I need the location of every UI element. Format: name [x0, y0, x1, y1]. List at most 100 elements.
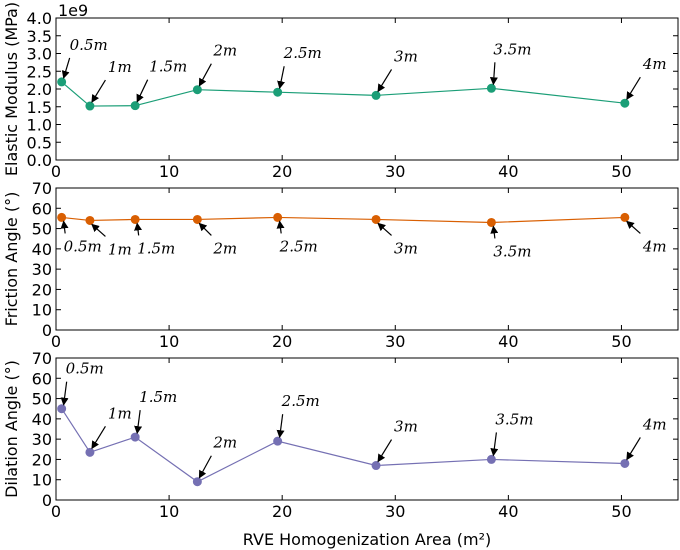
- y-tick-label: 1.0: [27, 116, 52, 135]
- x-tick-label: 30: [385, 162, 405, 181]
- y-tick-label: 30: [32, 260, 52, 279]
- data-point: [192, 477, 202, 487]
- annotation-arrow: [198, 63, 212, 87]
- x-tick-label: 10: [159, 502, 179, 521]
- annotation-label: 1m: [108, 240, 132, 258]
- x-tick-label: 0: [51, 502, 61, 521]
- series-line: [61, 408, 625, 483]
- annotation-label: 1m: [108, 404, 132, 422]
- annotation-label: 0.5m: [66, 360, 104, 378]
- plot-frame: [55, 17, 679, 161]
- y-tick-label: 30: [32, 430, 52, 449]
- data-point: [371, 461, 381, 471]
- y-tick-label: 40: [32, 410, 52, 429]
- x-tick-label: 10: [159, 332, 179, 351]
- annotation-label: 1m: [108, 58, 132, 76]
- annotation-label: 1.5m: [139, 388, 177, 406]
- annotation-label: 3.5m: [493, 40, 531, 58]
- annotation-arrow: [91, 223, 106, 237]
- annotation-arrow: [626, 220, 641, 234]
- y-tick-label: 2.0: [27, 80, 52, 99]
- y-tick-label: 50: [32, 390, 52, 409]
- data-point: [371, 90, 381, 100]
- annotation-label: 4m: [642, 415, 667, 433]
- x-tick-label: 40: [498, 162, 518, 181]
- y-tick-label: 3.0: [27, 45, 52, 64]
- data-point: [192, 85, 202, 95]
- y-tick-label: 10: [32, 301, 52, 320]
- annotation-label: 3m: [394, 47, 418, 65]
- x-tick-label: 50: [611, 332, 631, 351]
- annotation-label: 3m: [394, 418, 418, 436]
- y-tick-label: 50: [32, 220, 52, 239]
- annotation-arrow: [60, 220, 69, 234]
- x-tick-label: 40: [498, 332, 518, 351]
- y-tick-label: 60: [32, 199, 52, 218]
- annotation-arrow: [61, 57, 71, 79]
- data-point: [486, 83, 496, 93]
- annotation-label: 1.5m: [149, 58, 187, 76]
- annotation-arrow: [377, 69, 393, 93]
- annotation-arrow: [489, 62, 498, 86]
- annotation-label: 2m: [212, 42, 237, 60]
- data-point: [130, 432, 140, 442]
- annotation-label: 2.5m: [281, 392, 320, 410]
- x-tick-label: 0: [51, 162, 61, 181]
- data-point: [273, 436, 283, 446]
- data-point: [57, 404, 67, 414]
- y-tick-label: 0.5: [27, 133, 52, 152]
- data-point: [620, 212, 630, 222]
- series-line: [61, 81, 625, 107]
- series-line: [61, 216, 625, 224]
- x-tick-label: 10: [159, 162, 179, 181]
- data-point: [273, 87, 283, 97]
- y-tick-label: 0.0: [27, 151, 52, 170]
- y-tick-label: 10: [32, 471, 52, 490]
- y-tick-label: 0: [42, 491, 52, 510]
- y-tick-label: 3.5: [27, 27, 52, 46]
- data-point: [130, 214, 140, 224]
- annotation-label: 3.5m: [495, 410, 533, 428]
- data-point: [620, 98, 630, 108]
- annotation-label: 0.5m: [64, 237, 102, 255]
- annotation-arrow: [198, 455, 212, 479]
- annotation-label: 3.5m: [493, 242, 531, 260]
- annotation-label: 0.5m: [70, 36, 108, 54]
- annotation-label: 2m: [212, 434, 237, 452]
- plot-frame: [55, 357, 679, 501]
- y-axis-label: Elastic Modulus (MPa): [2, 2, 21, 176]
- y-tick-label: 4.0: [27, 9, 52, 28]
- y-axis-label: Friction Angle (°): [2, 192, 21, 327]
- annotation-label: 2.5m: [283, 44, 322, 62]
- annotation-arrow: [60, 381, 69, 406]
- annotation-arrow: [134, 410, 143, 435]
- y-tick-label: 40: [32, 240, 52, 259]
- annotation-arrow: [136, 79, 149, 103]
- panel-1: 0 10 20 30 40 50 0.00.51.01.52.02.53.03.54.0 El…: [2, 1, 679, 181]
- plot-frame: [55, 187, 679, 331]
- data-point: [620, 458, 630, 468]
- data-point: [57, 212, 67, 222]
- annotation-label: 4m: [642, 55, 667, 73]
- y-axis-label: Dilation Angle (°): [2, 360, 21, 498]
- y-tick-label: 2.5: [27, 62, 52, 81]
- x-tick-label: 0: [51, 332, 61, 351]
- annotation-arrow: [91, 426, 106, 450]
- x-tick-label: 50: [611, 502, 631, 521]
- data-point: [371, 214, 381, 224]
- annotation-arrow: [626, 76, 641, 101]
- annotation-arrow: [490, 225, 499, 239]
- y-tick-label: 1.5: [27, 98, 52, 117]
- annotation-arrow: [134, 222, 143, 236]
- annotation-arrow: [198, 222, 212, 236]
- x-tick-label: 20: [272, 502, 292, 521]
- data-point: [85, 101, 95, 111]
- y-tick-label: 70: [32, 179, 52, 198]
- x-tick-label: 30: [385, 502, 405, 521]
- data-point: [192, 214, 202, 224]
- annotation-label: 1.5m: [137, 239, 175, 257]
- data-point: [486, 217, 496, 227]
- data-point: [273, 212, 283, 222]
